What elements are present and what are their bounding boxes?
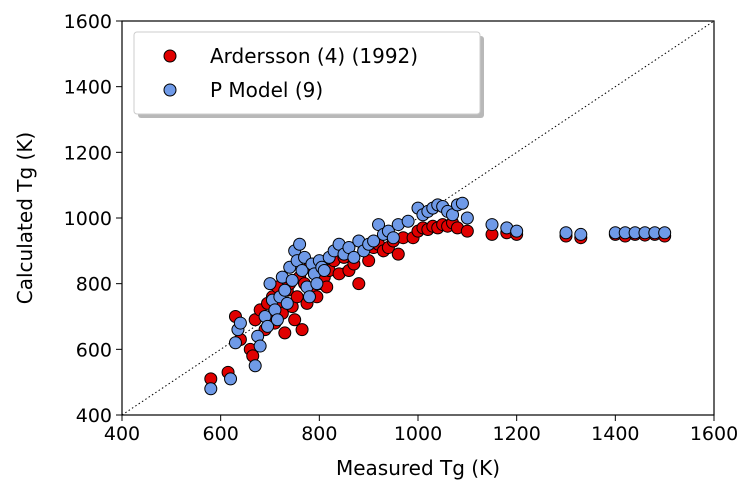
- data-point-p-model: [263, 277, 277, 291]
- y-tick-label: 400: [76, 405, 112, 427]
- points-layer: [204, 196, 672, 396]
- data-point-p-model: [295, 264, 309, 278]
- data-point-p-model: [233, 316, 247, 330]
- data-point-p-model: [270, 313, 284, 327]
- reference-line-layer: [121, 20, 715, 416]
- data-point-p-model: [485, 218, 499, 232]
- y-tick-label: 1000: [64, 208, 112, 230]
- data-point-ardersson: [295, 323, 309, 337]
- data-point-ardersson: [391, 247, 405, 261]
- x-axis-label: Measured Tg (K): [336, 456, 500, 480]
- legend-marker-p-model: [163, 83, 177, 97]
- data-point-p-model: [347, 250, 361, 264]
- y-axis-label: Calculated Tg (K): [13, 132, 37, 304]
- legend-marker-ardersson: [163, 49, 177, 63]
- data-point-p-model: [253, 339, 267, 353]
- legend-label-p-model: P Model (9): [210, 78, 323, 102]
- data-point-p-model: [261, 319, 275, 333]
- x-tick-label: 1600: [690, 423, 738, 445]
- data-point-p-model: [293, 237, 307, 251]
- y-tick-label: 800: [76, 274, 112, 296]
- data-point-p-model: [386, 231, 400, 245]
- data-point-p-model: [317, 264, 331, 278]
- x-tick-label: 1000: [394, 423, 442, 445]
- x-tick-label: 800: [301, 423, 337, 445]
- data-point-p-model: [224, 372, 238, 386]
- data-point-p-model: [278, 283, 292, 297]
- legend-box: [133, 31, 481, 115]
- y-tick-label: 1600: [64, 11, 112, 33]
- y-ticks: 400 600 800 1000 1200 1400 1600: [64, 11, 122, 427]
- data-point-ardersson: [278, 326, 292, 340]
- x-tick-label: 1400: [591, 423, 639, 445]
- data-point-p-model: [302, 290, 316, 304]
- x-tick-label: 400: [104, 423, 140, 445]
- x-ticks: 400 600 800 1000 1200 1400 1600: [104, 415, 738, 445]
- y-tick-label: 1200: [64, 142, 112, 164]
- y-tick-label: 600: [76, 339, 112, 361]
- data-point-p-model: [310, 277, 324, 291]
- data-point-p-model: [367, 234, 381, 248]
- data-point-p-model: [574, 227, 588, 241]
- x-tick-label: 600: [203, 423, 239, 445]
- legend-label-ardersson: Ardersson (4) (1992): [210, 44, 418, 68]
- data-point-ardersson: [460, 224, 474, 238]
- data-point-p-model: [285, 273, 299, 287]
- data-point-p-model: [401, 214, 415, 228]
- legend: Ardersson (4) (1992) P Model (9): [133, 31, 484, 118]
- y-tick-label: 1400: [64, 77, 112, 99]
- x-tick-label: 1200: [492, 423, 540, 445]
- data-point-p-model: [248, 359, 262, 373]
- identity-line: [121, 20, 715, 416]
- data-point-p-model: [204, 382, 218, 396]
- data-point-ardersson: [352, 277, 366, 291]
- data-point-p-model: [510, 224, 524, 238]
- data-point-p-model: [460, 211, 474, 225]
- data-point-p-model: [455, 196, 469, 210]
- data-point-p-model: [228, 336, 242, 350]
- data-point-p-model: [658, 226, 672, 240]
- data-point-p-model: [559, 226, 573, 240]
- data-point-p-model: [280, 296, 294, 310]
- data-point-ardersson: [288, 313, 302, 327]
